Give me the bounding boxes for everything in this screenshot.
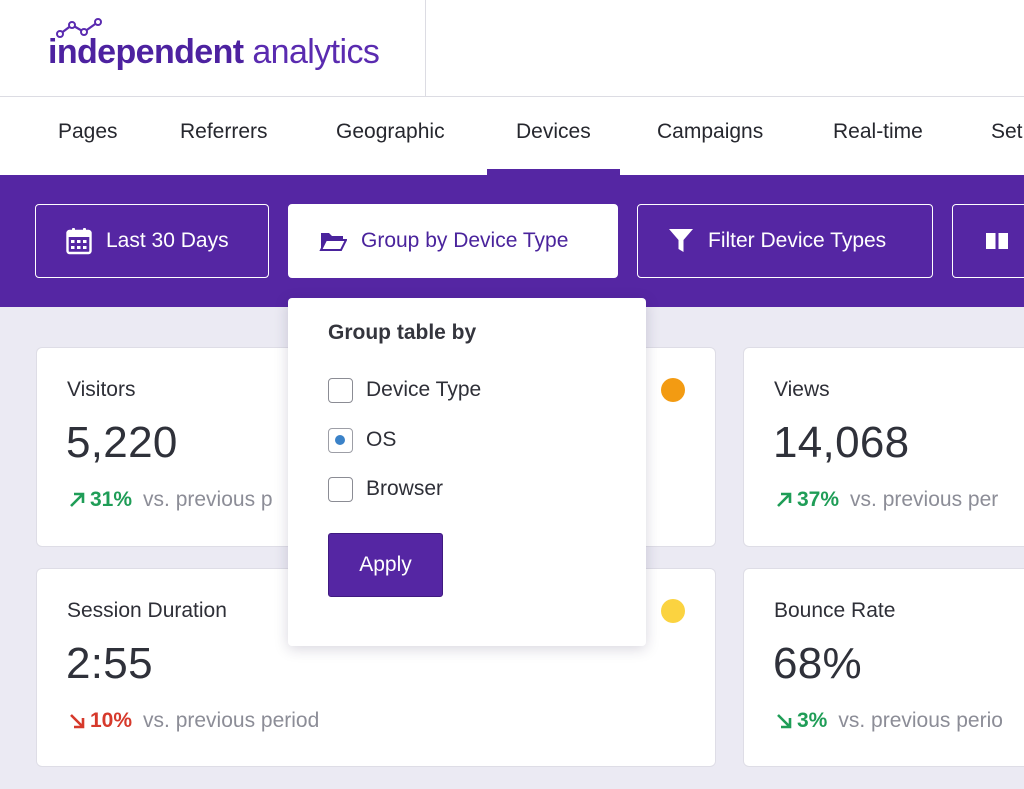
tab-campaigns[interactable]: Campaigns (657, 120, 764, 143)
arrow-down-right-icon (67, 711, 87, 731)
option-browser[interactable]: Browser (328, 476, 443, 502)
group-by-button[interactable]: Group by Device Type (288, 204, 618, 278)
stat-label: Bounce Rate (774, 599, 896, 622)
logo-sparkline-icon (56, 18, 102, 38)
calendar-icon (66, 227, 92, 255)
nav-tabs: Pages Referrers Geographic Devices Campa… (0, 97, 1024, 175)
delta-compare: vs. previous perio (838, 709, 1003, 732)
stat-value: 14,068 (773, 418, 910, 467)
filter-funnel-icon (668, 227, 694, 255)
option-device-type[interactable]: Device Type (328, 377, 481, 403)
arrow-up-right-icon (774, 490, 794, 510)
stat-value: 5,220 (66, 418, 178, 467)
columns-button[interactable] (952, 204, 1024, 278)
stat-label: Visitors (67, 378, 136, 401)
option-checkbox[interactable] (328, 377, 353, 403)
stat-delta: 31% vs. previous p (67, 488, 273, 512)
date-range-button[interactable]: Last 30 Days (35, 204, 269, 278)
stat-card-views[interactable]: Views 14,068 37% vs. previous per (743, 347, 1024, 547)
delta-compare: vs. previous p (143, 488, 273, 511)
logo-wordmark: independent analytics (48, 32, 380, 72)
group-by-label: Group by Device Type (361, 229, 569, 252)
date-range-label: Last 30 Days (106, 229, 229, 252)
app-header: independent analytics (0, 0, 1024, 97)
delta-value: 31% (90, 488, 133, 511)
delta-value: 3% (797, 709, 828, 732)
tab-real-time[interactable]: Real-time (833, 120, 923, 143)
tab-pages[interactable]: Pages (58, 120, 118, 143)
delta-value: 37% (797, 488, 840, 511)
folder-open-icon (319, 230, 347, 252)
group-by-dropdown: Group table by Device Type OS Browser Ap… (288, 298, 646, 646)
logo-light-text: analytics (243, 33, 380, 71)
option-checkbox[interactable] (328, 476, 353, 502)
delta-compare: vs. previous per (850, 488, 999, 511)
stat-delta: 37% vs. previous per (774, 488, 998, 512)
tab-referrers[interactable]: Referrers (180, 120, 268, 143)
filter-label: Filter Device Types (708, 229, 887, 252)
toolbar: Last 30 Days Group by Device Type Filter… (0, 175, 1024, 307)
arrow-up-right-icon (67, 490, 87, 510)
tab-geographic[interactable]: Geographic (336, 120, 445, 143)
header-divider (425, 0, 426, 97)
stat-value: 2:55 (66, 639, 153, 688)
option-checkbox[interactable] (328, 427, 353, 453)
stat-value: 68% (773, 639, 862, 688)
arrow-down-right-icon (774, 711, 794, 731)
stat-label: Session Duration (67, 599, 227, 622)
stat-card-bounce-rate[interactable]: Bounce Rate 68% 3% vs. previous perio (743, 568, 1024, 767)
columns-icon (985, 232, 1009, 250)
logo-bold-text: independent (48, 33, 244, 71)
filter-button[interactable]: Filter Device Types (637, 204, 933, 278)
delta-compare: vs. previous period (143, 709, 320, 732)
tab-settings[interactable]: Set (991, 120, 1023, 143)
series-color-dot[interactable] (661, 599, 685, 623)
series-color-dot[interactable] (661, 378, 685, 402)
apply-button[interactable]: Apply (328, 533, 443, 597)
option-label: OS (366, 428, 397, 451)
option-label: Device Type (366, 378, 482, 401)
stat-delta: 3% vs. previous perio (774, 709, 1003, 733)
stat-label: Views (774, 378, 830, 401)
option-label: Browser (366, 477, 444, 500)
dropdown-title: Group table by (328, 321, 477, 344)
delta-value: 10% (90, 709, 133, 732)
tab-devices[interactable]: Devices (487, 97, 620, 175)
option-os[interactable]: OS (328, 427, 396, 453)
stat-delta: 10% vs. previous period (67, 709, 319, 733)
